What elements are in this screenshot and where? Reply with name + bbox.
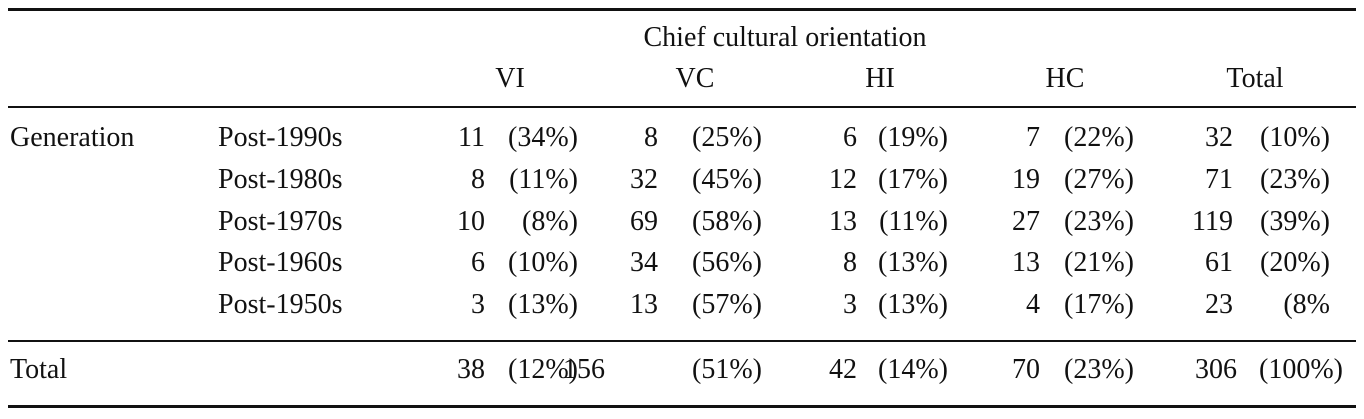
row-label: Post-1990s bbox=[218, 122, 343, 153]
cell-count-hi: 6 bbox=[843, 122, 857, 153]
cell-percent-hi: (11%) bbox=[879, 206, 948, 237]
total-count-hc: 70 bbox=[1012, 354, 1040, 385]
column-header-vc: VC bbox=[675, 63, 715, 94]
cell-count-hi: 3 bbox=[843, 289, 857, 320]
cell-percent-vi: (10%) bbox=[508, 247, 578, 278]
cell-percent-vc: (25%) bbox=[692, 122, 762, 153]
cell-count-total: 71 bbox=[1205, 164, 1233, 195]
cell-count-vi: 10 bbox=[457, 206, 485, 237]
total-percent-total: (100%) bbox=[1259, 354, 1343, 385]
cell-count-vi: 11 bbox=[458, 122, 485, 153]
cell-count-hc: 7 bbox=[1026, 122, 1040, 153]
cell-percent-hc: (17%) bbox=[1064, 289, 1134, 320]
total-count-total: 306 bbox=[1195, 354, 1237, 385]
row-label: Post-1960s bbox=[218, 247, 343, 278]
cell-count-hc: 27 bbox=[1012, 206, 1040, 237]
cell-percent-vc: (57%) bbox=[692, 289, 762, 320]
column-header-hi: HI bbox=[865, 63, 895, 94]
total-row-label: Total bbox=[10, 354, 68, 385]
column-header-total: Total bbox=[1226, 63, 1284, 94]
cell-count-vi: 6 bbox=[471, 247, 485, 278]
column-header-vi: VI bbox=[495, 63, 525, 94]
group-label: Generation bbox=[10, 122, 135, 153]
cell-percent-hc: (27%) bbox=[1064, 164, 1134, 195]
cell-percent-hi: (13%) bbox=[878, 289, 948, 320]
bottom-rule bbox=[8, 405, 1356, 408]
total-percent-vc: (51%) bbox=[692, 354, 762, 385]
total-rule bbox=[8, 340, 1356, 342]
total-count-vi: 38 bbox=[457, 354, 485, 385]
cell-count-vc: 13 bbox=[630, 289, 658, 320]
total-count-vc: 156 bbox=[563, 354, 605, 385]
cell-percent-vc: (45%) bbox=[692, 164, 762, 195]
cell-count-total: 23 bbox=[1205, 289, 1233, 320]
cell-percent-total: (39%) bbox=[1260, 206, 1330, 237]
cell-percent-hi: (13%) bbox=[878, 247, 948, 278]
cell-percent-total: (8% bbox=[1283, 289, 1330, 320]
total-percent-hc: (23%) bbox=[1064, 354, 1134, 385]
cell-percent-vi: (8%) bbox=[522, 206, 578, 237]
cell-count-vi: 3 bbox=[471, 289, 485, 320]
cell-count-vi: 8 bbox=[471, 164, 485, 195]
cell-percent-vc: (56%) bbox=[692, 247, 762, 278]
cell-count-hi: 12 bbox=[829, 164, 857, 195]
cell-percent-total: (23%) bbox=[1260, 164, 1330, 195]
header-rule bbox=[8, 106, 1356, 108]
cell-percent-hi: (19%) bbox=[878, 122, 948, 153]
column-header-hc: HC bbox=[1045, 63, 1085, 94]
row-label: Post-1950s bbox=[218, 289, 343, 320]
cell-percent-total: (20%) bbox=[1260, 247, 1330, 278]
cell-percent-hc: (22%) bbox=[1064, 122, 1134, 153]
cell-count-vc: 69 bbox=[630, 206, 658, 237]
cell-count-total: 32 bbox=[1205, 122, 1233, 153]
cell-count-vc: 32 bbox=[630, 164, 658, 195]
total-percent-hi: (14%) bbox=[878, 354, 948, 385]
spanner-header: Chief cultural orientation bbox=[643, 22, 927, 53]
cell-percent-hi: (17%) bbox=[878, 164, 948, 195]
cell-count-vc: 34 bbox=[630, 247, 658, 278]
cell-percent-vi: (34%) bbox=[508, 122, 578, 153]
cell-count-total: 119 bbox=[1192, 206, 1233, 237]
cell-count-vc: 8 bbox=[644, 122, 658, 153]
total-count-hi: 42 bbox=[829, 354, 857, 385]
top-rule bbox=[8, 8, 1356, 11]
cell-percent-vi: (13%) bbox=[508, 289, 578, 320]
cell-count-hc: 19 bbox=[1012, 164, 1040, 195]
row-label: Post-1980s bbox=[218, 164, 343, 195]
cell-percent-hc: (21%) bbox=[1064, 247, 1134, 278]
cell-percent-hc: (23%) bbox=[1064, 206, 1134, 237]
cell-percent-vi: (11%) bbox=[509, 164, 578, 195]
row-label: Post-1970s bbox=[218, 206, 343, 237]
cell-count-hi: 13 bbox=[829, 206, 857, 237]
cell-count-hc: 13 bbox=[1012, 247, 1040, 278]
total-percent-vi: (12%) bbox=[508, 354, 578, 385]
cell-count-total: 61 bbox=[1205, 247, 1233, 278]
cell-count-hc: 4 bbox=[1026, 289, 1040, 320]
cell-percent-vc: (58%) bbox=[692, 206, 762, 237]
cell-percent-total: (10%) bbox=[1260, 122, 1330, 153]
cell-count-hi: 8 bbox=[843, 247, 857, 278]
